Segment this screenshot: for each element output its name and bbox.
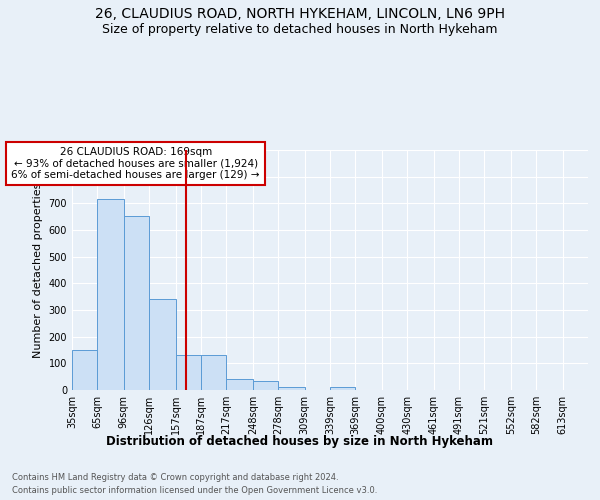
Text: Size of property relative to detached houses in North Hykeham: Size of property relative to detached ho… [102, 22, 498, 36]
Bar [226, 378, 253, 390]
Bar [330, 386, 355, 390]
Text: Contains HM Land Registry data © Crown copyright and database right 2024.: Contains HM Land Registry data © Crown c… [12, 472, 338, 482]
Bar [97, 199, 124, 390]
Text: Distribution of detached houses by size in North Hykeham: Distribution of detached houses by size … [107, 435, 493, 448]
Bar [149, 300, 176, 390]
Bar [176, 356, 201, 390]
Bar [278, 386, 305, 390]
Bar [201, 356, 226, 390]
Bar [72, 350, 97, 390]
Bar [253, 380, 278, 390]
Y-axis label: Number of detached properties: Number of detached properties [33, 182, 43, 358]
Text: Contains public sector information licensed under the Open Government Licence v3: Contains public sector information licen… [12, 486, 377, 495]
Text: 26 CLAUDIUS ROAD: 169sqm
← 93% of detached houses are smaller (1,924)
6% of semi: 26 CLAUDIUS ROAD: 169sqm ← 93% of detach… [11, 146, 260, 180]
Text: 26, CLAUDIUS ROAD, NORTH HYKEHAM, LINCOLN, LN6 9PH: 26, CLAUDIUS ROAD, NORTH HYKEHAM, LINCOL… [95, 8, 505, 22]
Bar [124, 216, 149, 390]
